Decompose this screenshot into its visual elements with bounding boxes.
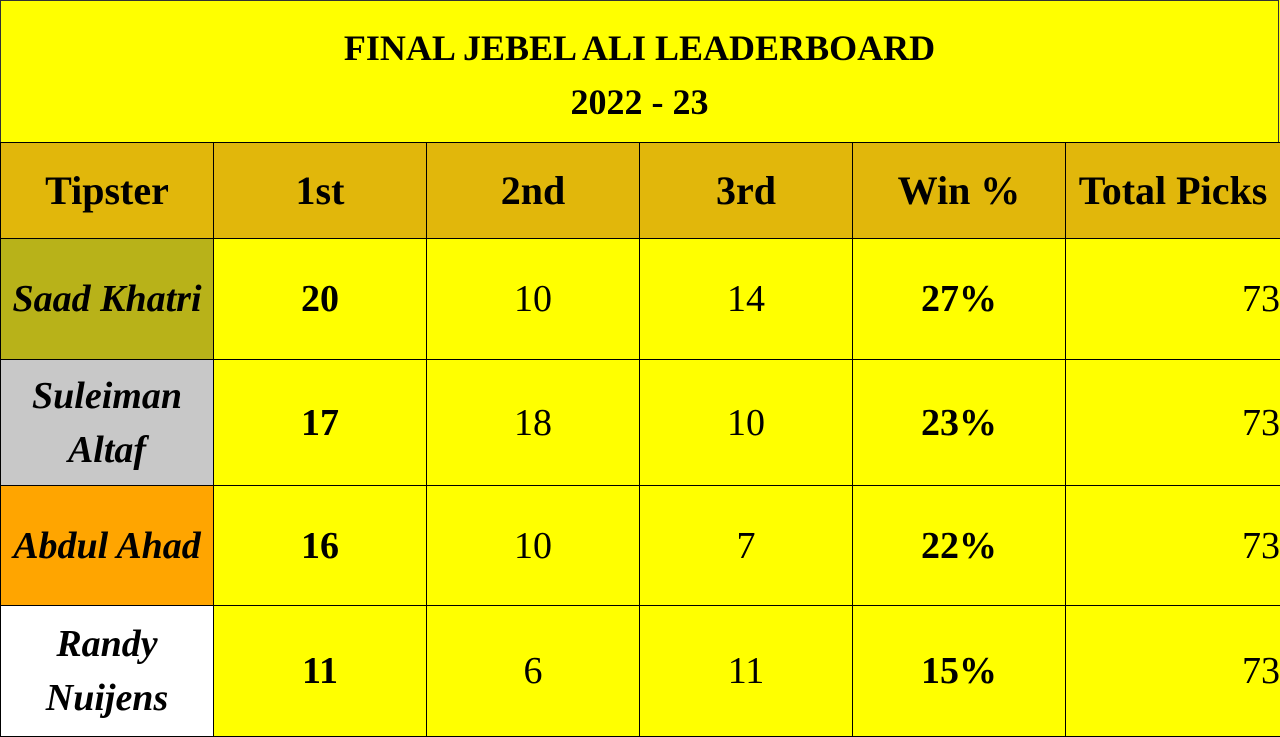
tipster-name: Suleiman Altaf (1, 360, 214, 486)
second-count: 10 (427, 486, 640, 606)
win-pct: 23% (853, 360, 1066, 486)
tipster-name: Saad Khatri (1, 239, 214, 360)
second-count: 10 (427, 239, 640, 360)
tipster-name: Randy Nuijens (1, 606, 214, 737)
table-row: Abdul Ahad 16 10 7 22% 73 (1, 486, 1280, 606)
third-count: 14 (640, 239, 853, 360)
title-line-1: FINAL JEBEL ALI LEADERBOARD (1, 28, 1278, 68)
header-3rd: 3rd (640, 143, 853, 239)
win-pct: 15% (853, 606, 1066, 737)
header-2nd: 2nd (427, 143, 640, 239)
first-count: 11 (214, 606, 427, 737)
title-block: FINAL JEBEL ALI LEADERBOARD 2022 - 23 (0, 0, 1279, 142)
header-total-picks: Total Picks (1066, 143, 1280, 239)
third-count: 10 (640, 360, 853, 486)
header-win-pct: Win % (853, 143, 1066, 239)
first-count: 20 (214, 239, 427, 360)
second-count: 6 (427, 606, 640, 737)
table-row: Saad Khatri 20 10 14 27% 73 (1, 239, 1280, 360)
third-count: 7 (640, 486, 853, 606)
win-pct: 27% (853, 239, 1066, 360)
first-count: 16 (214, 486, 427, 606)
header-tipster: Tipster (1, 143, 214, 239)
total-picks: 73 (1066, 486, 1280, 606)
first-count: 17 (214, 360, 427, 486)
total-picks: 73 (1066, 239, 1280, 360)
leaderboard-table: Tipster 1st 2nd 3rd Win % Total Picks Sa… (0, 142, 1280, 737)
title-line-2: 2022 - 23 (1, 82, 1278, 122)
header-row: Tipster 1st 2nd 3rd Win % Total Picks (1, 143, 1280, 239)
leaderboard-sheet: FINAL JEBEL ALI LEADERBOARD 2022 - 23 Ti… (0, 0, 1280, 720)
second-count: 18 (427, 360, 640, 486)
total-picks: 73 (1066, 360, 1280, 486)
table-row: Suleiman Altaf 17 18 10 23% 73 (1, 360, 1280, 486)
third-count: 11 (640, 606, 853, 737)
tipster-name: Abdul Ahad (1, 486, 214, 606)
total-picks: 73 (1066, 606, 1280, 737)
table-row: Randy Nuijens 11 6 11 15% 73 (1, 606, 1280, 737)
header-1st: 1st (214, 143, 427, 239)
win-pct: 22% (853, 486, 1066, 606)
